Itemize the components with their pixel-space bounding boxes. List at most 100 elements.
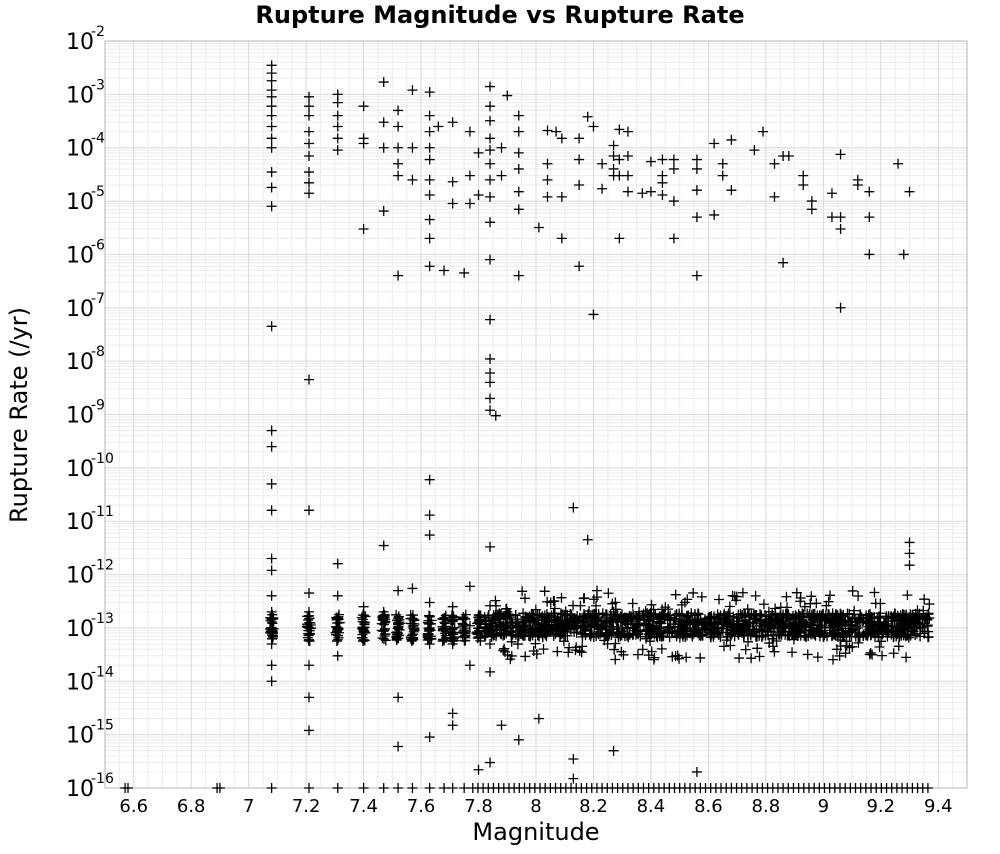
y-tick-label: 10 — [66, 777, 94, 802]
data-point — [877, 650, 888, 661]
data-point — [424, 610, 435, 621]
data-point — [627, 598, 638, 609]
data-point — [769, 158, 780, 169]
data-point — [378, 77, 389, 88]
data-point — [814, 613, 825, 624]
data-point — [853, 591, 864, 602]
data-point — [618, 614, 629, 625]
data-point — [819, 614, 830, 625]
data-point — [332, 97, 343, 108]
data-point — [485, 757, 496, 768]
data-point — [304, 783, 315, 793]
data-point — [517, 586, 528, 597]
data-point — [588, 594, 599, 605]
data-point — [544, 615, 555, 626]
data-point — [464, 170, 475, 181]
data-point — [867, 649, 878, 660]
data-point — [542, 158, 553, 169]
data-point — [393, 105, 404, 116]
data-point — [549, 603, 560, 614]
data-point — [826, 188, 837, 199]
data-point — [647, 622, 658, 633]
data-point — [449, 627, 460, 638]
y-axis-label: Rupture Rate (/yr) — [5, 307, 33, 523]
data-point — [490, 595, 501, 606]
data-point — [332, 558, 343, 569]
data-point — [304, 660, 315, 671]
data-point — [703, 612, 714, 623]
data-point — [304, 505, 315, 516]
data-point — [380, 614, 391, 625]
x-tick-label: 8.6 — [694, 796, 723, 817]
data-point — [485, 377, 496, 388]
data-point — [724, 611, 735, 622]
data-point — [485, 353, 496, 364]
y-tick-exponent: -15 — [91, 718, 114, 734]
data-point — [122, 783, 133, 793]
data-point — [622, 150, 633, 161]
data-point — [632, 613, 643, 624]
data-point — [602, 630, 613, 641]
data-point — [590, 609, 601, 620]
data-point — [782, 602, 793, 613]
data-point — [679, 617, 690, 628]
data-point — [485, 158, 496, 169]
data-point — [556, 592, 567, 603]
data-point — [266, 75, 277, 86]
data-point — [332, 783, 343, 793]
y-tick-label: 10 — [66, 564, 94, 589]
data-point — [752, 643, 763, 654]
data-point — [608, 745, 619, 756]
data-point — [875, 598, 886, 609]
data-point — [737, 587, 748, 598]
data-point — [393, 622, 404, 633]
data-point — [378, 206, 389, 217]
data-point — [517, 629, 528, 640]
y-tick-exponent: -5 — [91, 184, 105, 200]
data-point — [881, 611, 892, 622]
data-point — [901, 652, 912, 663]
data-point — [654, 623, 665, 634]
data-point — [668, 196, 679, 207]
data-point — [727, 590, 738, 601]
data-point — [812, 652, 823, 663]
data-point — [358, 101, 369, 112]
data-point — [560, 606, 571, 617]
data-point — [645, 186, 656, 197]
data-point — [378, 117, 389, 128]
data-point — [748, 608, 759, 619]
data-point — [915, 631, 926, 642]
data-point — [485, 115, 496, 126]
data-point — [332, 121, 343, 132]
data-point — [485, 145, 496, 156]
data-point — [620, 618, 631, 629]
data-point — [903, 614, 914, 625]
y-tick-label: 10 — [66, 724, 94, 749]
data-point — [876, 636, 887, 647]
data-point — [458, 625, 469, 636]
data-point — [708, 611, 719, 622]
data-point — [482, 627, 493, 638]
data-point — [906, 625, 917, 636]
data-point — [864, 249, 875, 260]
data-point — [568, 773, 579, 784]
data-point — [750, 590, 761, 601]
data-point — [619, 628, 630, 639]
data-point — [266, 441, 277, 452]
data-point — [530, 638, 541, 649]
data-point — [520, 651, 531, 662]
data-point — [605, 615, 616, 626]
data-point — [304, 617, 315, 628]
data-point — [854, 632, 865, 643]
data-point — [806, 204, 817, 215]
data-point — [473, 147, 484, 158]
data-point — [332, 614, 343, 625]
data-point — [464, 581, 475, 592]
x-tick-label: 9.2 — [866, 796, 895, 817]
data-point — [266, 613, 277, 624]
data-point — [582, 111, 593, 122]
data-point — [734, 653, 745, 664]
data-point — [407, 85, 418, 96]
data-point — [809, 627, 820, 638]
data-point — [731, 591, 742, 602]
